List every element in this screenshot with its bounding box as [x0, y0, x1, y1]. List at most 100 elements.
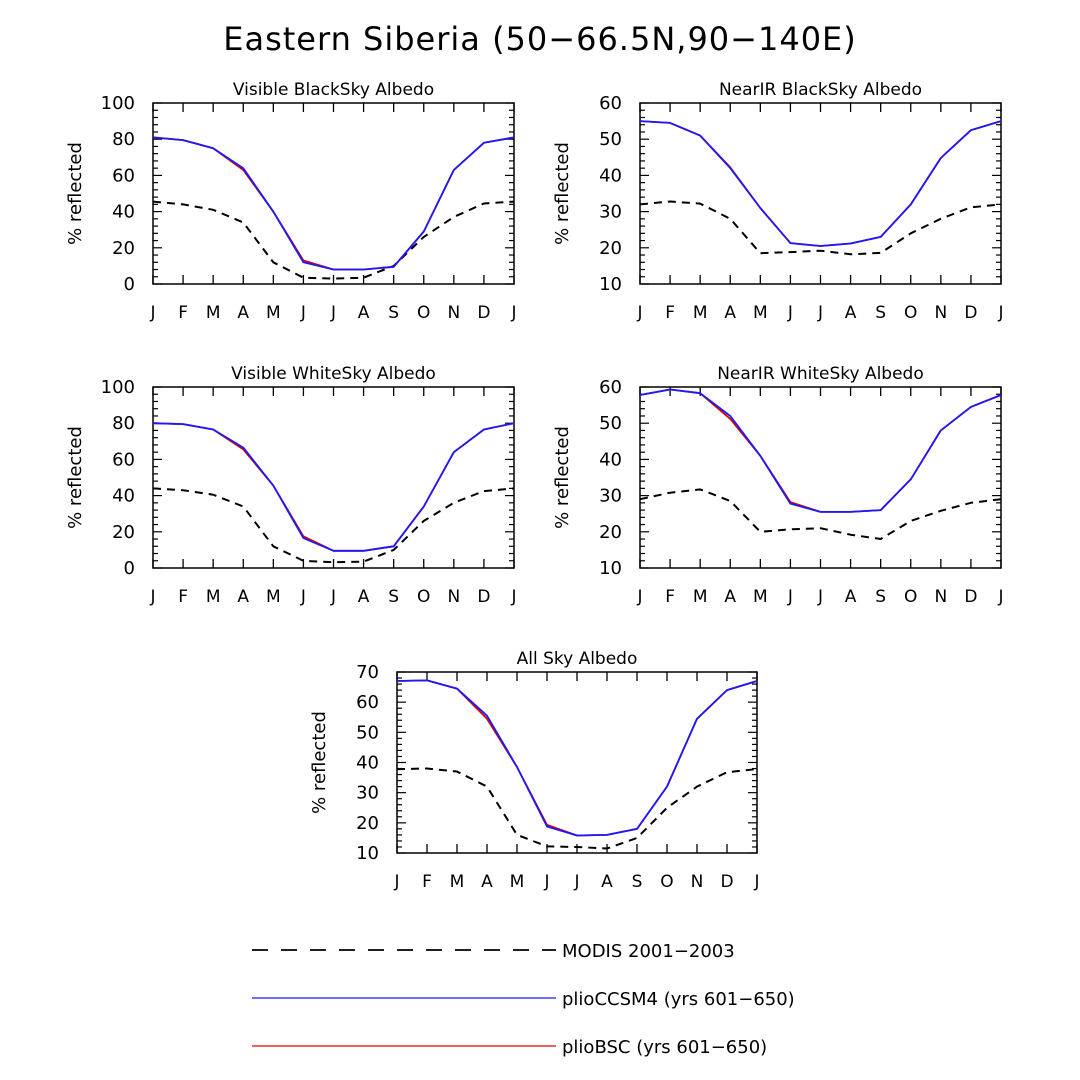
x-tick-label: A — [358, 587, 370, 607]
y-tick-label: 30 — [599, 486, 622, 507]
series-line-bsc — [396, 679, 758, 837]
x-tick-label: J — [510, 303, 516, 323]
y-tick-label: 0 — [124, 558, 135, 579]
x-tick-label: J — [997, 587, 1003, 607]
y-tick-label: 10 — [356, 843, 379, 864]
x-tick-label: S — [875, 303, 886, 323]
legend-label-ccsm4: plioCCSM4 (yrs 601−650) — [562, 989, 795, 1010]
series-line-bsc — [639, 120, 1002, 247]
series-line-bsc — [152, 422, 515, 552]
series-line-modis — [639, 200, 1002, 256]
legend-label-bsc: plioBSC (yrs 601−650) — [562, 1037, 767, 1058]
y-tick-label: 60 — [599, 377, 622, 398]
y-tick-label: 80 — [112, 129, 135, 150]
panel-frame-3 — [639, 386, 1002, 569]
panel-title-0: Visible BlackSky Albedo — [233, 80, 434, 100]
x-tick-label: J — [149, 303, 155, 323]
y-tick-label: 0 — [124, 274, 135, 295]
x-tick-label: M — [753, 303, 768, 323]
x-tick-label: D — [477, 303, 490, 323]
x-tick-label: F — [178, 587, 188, 607]
y-tick-label: 100 — [101, 377, 135, 398]
panel-title-4: All Sky Albedo — [517, 649, 638, 669]
y-tick-label: 30 — [356, 783, 379, 804]
x-tick-label: S — [388, 587, 399, 607]
x-tick-label: J — [393, 872, 399, 892]
x-tick-label: S — [632, 872, 643, 892]
x-tick-label: J — [149, 587, 155, 607]
series-line-ccsm4 — [639, 120, 1002, 247]
series-line-modis — [152, 200, 515, 280]
x-tick-label: A — [601, 872, 613, 892]
x-tick-label: A — [845, 303, 857, 323]
y-tick-label: 30 — [599, 202, 622, 223]
y-tick-label: 20 — [112, 238, 135, 259]
x-tick-label: M — [693, 303, 708, 323]
x-tick-label: M — [753, 587, 768, 607]
x-tick-label: A — [845, 587, 857, 607]
y-tick-label: 80 — [112, 413, 135, 434]
series-line-ccsm4 — [396, 679, 758, 837]
panel-title-3: NearIR WhiteSky Albedo — [717, 364, 924, 384]
series-line-bsc — [639, 388, 1002, 513]
series-line-modis — [639, 488, 1002, 540]
x-tick-label: F — [178, 303, 188, 323]
x-tick-label: A — [237, 303, 249, 323]
x-tick-label: A — [237, 587, 249, 607]
x-tick-label: J — [787, 303, 793, 323]
x-tick-label: D — [477, 587, 490, 607]
x-tick-label: J — [573, 872, 579, 892]
series-line-ccsm4 — [152, 422, 515, 552]
x-tick-label: A — [481, 872, 493, 892]
x-tick-label: F — [422, 872, 432, 892]
series-line-bsc — [152, 136, 515, 271]
x-tick-label: O — [904, 303, 917, 323]
x-tick-label: J — [817, 303, 823, 323]
y-tick-label: 60 — [356, 692, 379, 713]
y-tick-label: 20 — [356, 813, 379, 834]
y-tick-label: 50 — [356, 722, 379, 743]
x-tick-label: J — [300, 587, 306, 607]
x-tick-label: J — [330, 303, 336, 323]
x-tick-label: J — [753, 872, 759, 892]
x-tick-label: J — [997, 303, 1003, 323]
x-tick-label: J — [787, 587, 793, 607]
x-tick-label: O — [417, 587, 430, 607]
x-tick-label: M — [266, 587, 281, 607]
y-axis-label-3: % reflected — [552, 426, 573, 529]
x-tick-label: O — [904, 587, 917, 607]
panel-frame-4 — [396, 671, 758, 854]
x-tick-label: M — [450, 872, 465, 892]
series-line-modis — [152, 487, 515, 564]
x-tick-label: N — [447, 303, 460, 323]
x-tick-label: N — [447, 587, 460, 607]
panel-frame-0 — [152, 102, 515, 285]
panel-frame-2 — [152, 386, 515, 569]
x-tick-label: S — [875, 587, 886, 607]
x-tick-label: A — [724, 587, 736, 607]
y-tick-label: 10 — [599, 558, 622, 579]
y-tick-label: 20 — [599, 522, 622, 543]
x-tick-label: M — [693, 587, 708, 607]
x-tick-label: M — [510, 872, 525, 892]
x-tick-label: J — [636, 587, 642, 607]
y-tick-label: 50 — [599, 129, 622, 150]
y-tick-label: 60 — [112, 165, 135, 186]
x-tick-label: J — [636, 303, 642, 323]
x-tick-label: D — [720, 872, 733, 892]
y-tick-label: 10 — [599, 274, 622, 295]
x-tick-label: A — [724, 303, 736, 323]
y-tick-label: 40 — [112, 486, 135, 507]
panel-frame-1 — [639, 102, 1002, 285]
y-tick-label: 60 — [599, 93, 622, 114]
panel-title-1: NearIR BlackSky Albedo — [719, 80, 922, 100]
x-tick-label: M — [266, 303, 281, 323]
legend-label-modis: MODIS 2001−2003 — [562, 941, 735, 962]
y-tick-label: 100 — [101, 93, 135, 114]
series-line-ccsm4 — [152, 136, 515, 271]
x-tick-label: O — [417, 303, 430, 323]
x-tick-label: J — [510, 587, 516, 607]
y-tick-label: 40 — [112, 202, 135, 223]
panel-title-2: Visible WhiteSky Albedo — [231, 364, 436, 384]
